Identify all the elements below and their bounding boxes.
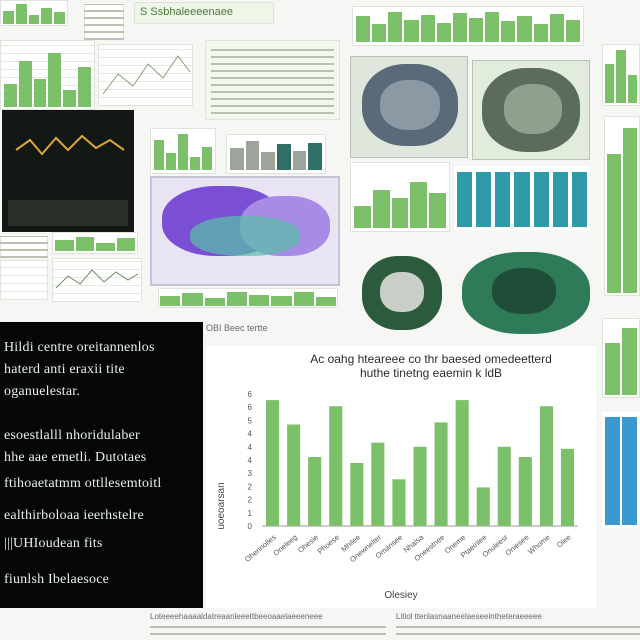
thumb-bars-top-right — [602, 44, 640, 106]
bar-4 — [329, 406, 343, 526]
footer-caption-right-text: Litiol ttenlasnaaneelaeseeintheteraeeeee — [396, 612, 542, 621]
thumb-line-chart-1 — [0, 40, 95, 110]
thumb-right-edge-1 — [602, 318, 640, 398]
dark-panel-line-9: fiunlsh Ibelaesoce — [4, 572, 110, 587]
thumb-purple-render — [150, 176, 340, 286]
thumb-dark-line-chart — [2, 110, 134, 232]
chart-title-line: Ac oahg hteareee co thr baesed omedeette… — [310, 352, 552, 366]
dark-panel-line-5: hhe aae emetli. Dutotaes — [4, 450, 147, 465]
y-tick-label: 4 — [248, 430, 253, 439]
x-tick-label: Olee — [555, 533, 573, 550]
thumb-small-left-3 — [0, 260, 48, 300]
thumb-columns-grey — [226, 134, 326, 174]
dark-line-svg — [8, 134, 128, 226]
bar-10 — [455, 400, 469, 526]
bar-1 — [266, 400, 280, 526]
y-tick-label: 2 — [248, 482, 253, 491]
x-tick-label: Phoese — [316, 533, 341, 556]
bar-3 — [308, 457, 322, 526]
y-tick-label: 4 — [248, 456, 253, 465]
thumb-small-left-2 — [52, 232, 138, 254]
bar-9 — [434, 422, 448, 526]
dark-panel-line-1: Hildi centre oreitannenlos — [4, 340, 155, 355]
dark-panel-line-7: ealthirboloaa ieerhstelre — [4, 508, 144, 523]
thumb-line-svg — [102, 55, 191, 95]
bar-7 — [392, 479, 406, 526]
thumb-small-left-1 — [0, 236, 48, 258]
y-tick-label: 6 — [248, 390, 253, 399]
thumb-map-1 — [350, 56, 468, 158]
y-tick-label: 2 — [248, 496, 253, 505]
chart-title: Ac oahg hteareee co thr baesed omedeette… — [266, 352, 596, 380]
bar-14 — [539, 406, 553, 526]
bar-2 — [287, 424, 301, 526]
y-tick-label: 4 — [248, 443, 253, 452]
bar-15 — [560, 448, 574, 526]
dark-panel-line-4: esoestlalll nhoridulaber — [4, 428, 140, 443]
x-tick-label: Oneleeg — [271, 533, 299, 558]
top-left-header-label: S Ssbhaleeeenaee — [140, 6, 233, 18]
thumb-bars-right-1 — [350, 162, 450, 232]
thumb-bars-under-render — [158, 288, 338, 308]
thumb-right-edge-teal — [602, 412, 640, 528]
thumb-teal-columns — [454, 166, 590, 230]
dark-panel-line-3: oganuelestar. — [4, 384, 81, 399]
bar-8 — [413, 446, 427, 526]
y-axis-label: uoeoarsan — [216, 482, 227, 529]
x-axis-label: Olesiey — [384, 590, 417, 601]
thumb-table-top — [84, 4, 124, 40]
dark-panel-line-6: ftihoaetatmm ottllesemtoitl — [4, 476, 162, 491]
bar-6 — [371, 442, 385, 526]
x-tick-label: Oniesee — [503, 533, 530, 558]
thumb-bars-far-right — [604, 116, 640, 296]
chart-subtitle-line: huthe tinetng eaemin k ldB — [359, 366, 503, 380]
dark-text-panel: Hildi centre oreitannenlos haterd anti e… — [0, 322, 203, 608]
y-tick-label: 0 — [248, 522, 253, 531]
footer-caption-left-text: Loteeeehaaaaldatreaanleeettbeeoaaelaeeen… — [150, 612, 323, 621]
thumb-green-render-2 — [458, 244, 594, 338]
thumb-bars-top-center — [352, 6, 584, 46]
thumb-green-render-1 — [354, 246, 450, 338]
y-tick-label: 6 — [248, 403, 253, 412]
bar-13 — [518, 457, 532, 526]
bar-chart-svg: 0 1 2 2 3 4 4 4 5 6 6 OhennollesOneleegOhesiePhoes… — [216, 390, 578, 601]
thumb-header-strip: S Ssbhaleeeenaee — [134, 2, 274, 24]
y-tick-label: 3 — [248, 469, 253, 478]
x-tick-label: Whome — [526, 533, 552, 557]
small-caption-strip: OBI Beec tertte — [206, 318, 356, 333]
thumb-chart-top-left — [0, 0, 68, 26]
main-bar-chart: Ac oahg hteareee co thr baesed omedeette… — [206, 346, 596, 608]
footer-caption-left: Loteeeehaaaaldatreaanleeettbeeoaaelaeeen… — [150, 612, 386, 640]
bar-12 — [497, 446, 511, 526]
dark-panel-line-8: |||UHIoudean fits — [4, 536, 103, 551]
x-tick-label: Ohennolles — [243, 532, 278, 563]
small-caption-label: OBI Beec tertte — [206, 323, 268, 333]
bar-5 — [350, 463, 364, 526]
small-line-svg — [55, 269, 139, 289]
thumb-table-mid — [205, 40, 340, 120]
dark-panel-line-2: haterd anti eraxii tite — [4, 362, 125, 377]
x-tick-label: Ohesie — [296, 533, 320, 555]
y-tick-label: 1 — [248, 509, 253, 518]
thumb-map-2 — [472, 60, 590, 160]
thumb-bars-mid-left — [150, 128, 216, 174]
footer-caption-right: Litiol ttenlasnaaneelaeseeintheteraeeeee — [396, 612, 640, 640]
thumb-small-left-4 — [52, 258, 142, 302]
bar-11 — [476, 487, 490, 526]
y-tick-label: 5 — [248, 416, 253, 425]
thumb-line-chart-2 — [98, 44, 193, 106]
